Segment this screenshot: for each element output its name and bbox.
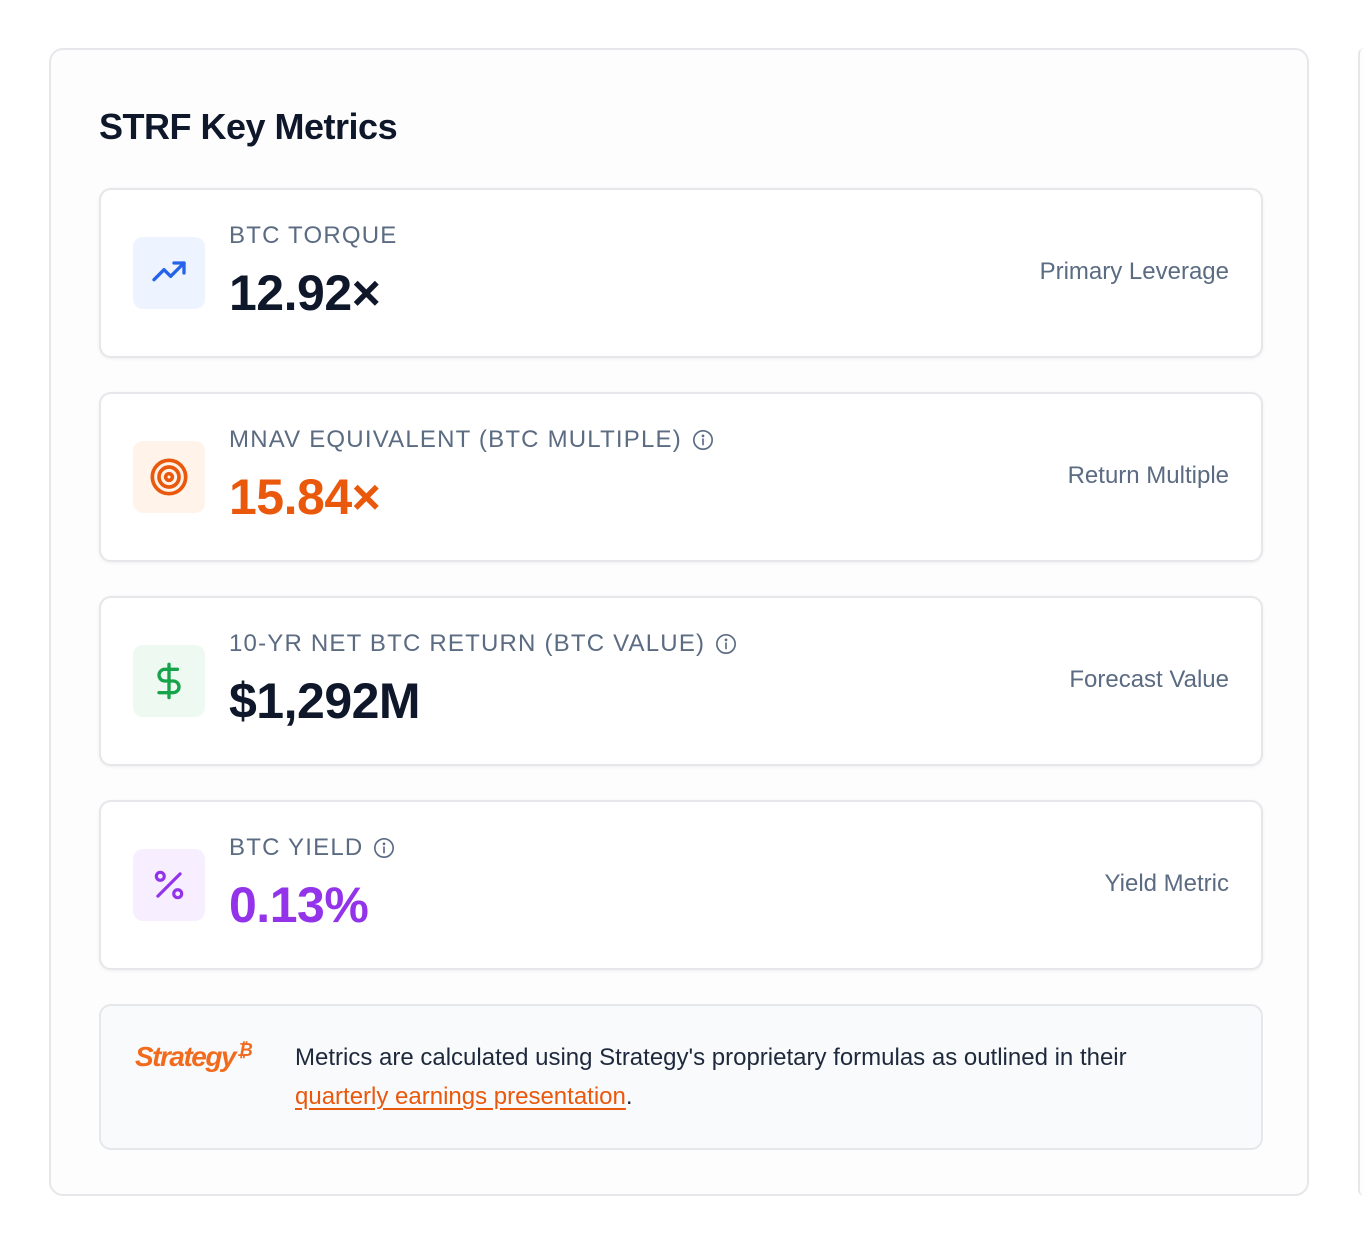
metric-tag: Return Multiple bbox=[1067, 462, 1229, 489]
metric-value: 12.92× bbox=[229, 265, 381, 321]
info-icon[interactable] bbox=[715, 633, 737, 655]
metric-label-text: 10-YR NET BTC RETURN (BTC VALUE) bbox=[229, 630, 706, 657]
metric-label: MNAV EQUIVALENT (BTC MULTIPLE) bbox=[229, 426, 714, 454]
key-metrics-panel: STRF Key Metrics BTC TORQUE 12.92× Prima… bbox=[49, 48, 1309, 1196]
metric-label-text: MNAV EQUIVALENT (BTC MULTIPLE) bbox=[229, 426, 682, 453]
strategy-logo: Strategy ₿ bbox=[135, 1040, 253, 1073]
metric-label: BTC YIELD bbox=[229, 834, 395, 862]
panel-title: STRF Key Metrics bbox=[99, 106, 398, 147]
brand-name: Strategy bbox=[135, 1041, 237, 1072]
percent-icon bbox=[133, 849, 205, 921]
metric-label-text: BTC YIELD bbox=[229, 834, 364, 861]
metric-card-mnav-equivalent: MNAV EQUIVALENT (BTC MULTIPLE) 15.84× Re… bbox=[99, 392, 1263, 562]
metric-label: 10-YR NET BTC RETURN (BTC VALUE) bbox=[229, 630, 737, 658]
note-text: Metrics are calculated using Strategy's … bbox=[295, 1038, 1225, 1116]
adjacent-panel-edge bbox=[1358, 48, 1364, 1196]
metric-card-btc-torque: BTC TORQUE 12.92× Primary Leverage bbox=[99, 188, 1263, 358]
note-text-end: . bbox=[625, 1083, 633, 1110]
metric-tag: Forecast Value bbox=[1069, 666, 1229, 693]
metric-label: BTC TORQUE bbox=[229, 222, 397, 250]
trending-up-icon bbox=[133, 237, 205, 309]
methodology-note: Strategy ₿ Metrics are calculated using S… bbox=[99, 1004, 1263, 1150]
note-text-body: Metrics are calculated using Strategy's … bbox=[295, 1044, 1127, 1071]
metric-card-net-btc-return: 10-YR NET BTC RETURN (BTC VALUE) $1,292M… bbox=[99, 596, 1263, 766]
metric-value: 15.84× bbox=[229, 469, 381, 525]
metric-card-btc-yield: BTC YIELD 0.13% Yield Metric bbox=[99, 800, 1263, 970]
metric-value: $1,292M bbox=[229, 673, 421, 729]
metric-tag: Primary Leverage bbox=[1039, 258, 1229, 285]
metric-label-text: BTC TORQUE bbox=[229, 222, 398, 249]
earnings-presentation-link[interactable]: quarterly earnings presentation bbox=[295, 1083, 626, 1110]
metric-tag: Yield Metric bbox=[1104, 870, 1229, 897]
info-icon[interactable] bbox=[692, 429, 714, 451]
info-icon[interactable] bbox=[373, 837, 395, 859]
metric-value: 0.13% bbox=[229, 877, 369, 933]
brand-mark: ₿ bbox=[237, 1040, 253, 1060]
dollar-icon bbox=[133, 645, 205, 717]
target-icon bbox=[133, 441, 205, 513]
